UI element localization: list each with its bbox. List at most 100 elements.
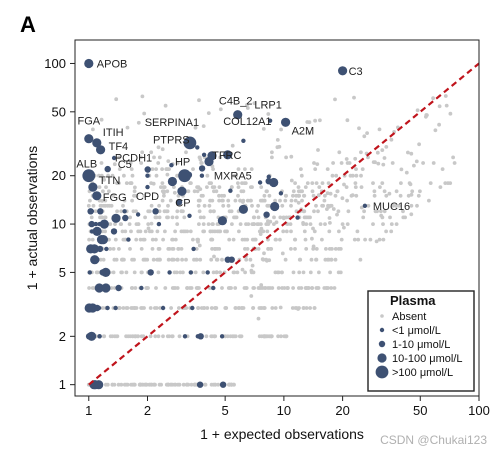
absent-point bbox=[362, 209, 366, 214]
absent-point bbox=[332, 286, 337, 290]
absent-point bbox=[284, 229, 289, 234]
absent-point bbox=[373, 209, 378, 214]
absent-point bbox=[245, 198, 250, 203]
absent-point bbox=[231, 237, 236, 242]
absent-point bbox=[239, 189, 244, 194]
present-point bbox=[182, 334, 188, 339]
absent-point bbox=[260, 306, 264, 310]
absent-point bbox=[387, 191, 392, 196]
legend-marker bbox=[380, 314, 384, 318]
absent-point bbox=[155, 257, 160, 262]
absent-point bbox=[337, 229, 341, 234]
absent-point bbox=[258, 232, 263, 237]
absent-point bbox=[87, 237, 91, 242]
absent-point bbox=[136, 120, 141, 125]
absent-point bbox=[313, 167, 318, 172]
gene-label: PTPRS bbox=[153, 134, 190, 146]
absent-point bbox=[438, 185, 443, 190]
present-point bbox=[238, 204, 248, 214]
absent-point bbox=[108, 222, 113, 227]
absent-point bbox=[220, 198, 225, 203]
absent-point bbox=[431, 161, 436, 165]
gene-label: APOB bbox=[97, 59, 128, 71]
absent-point bbox=[140, 150, 145, 155]
labeled-point bbox=[82, 169, 96, 183]
absent-point bbox=[342, 182, 346, 187]
absent-point bbox=[198, 157, 203, 162]
absent-point bbox=[210, 237, 215, 242]
absent-point bbox=[183, 229, 188, 234]
absent-point bbox=[125, 306, 130, 310]
absent-point bbox=[240, 267, 245, 272]
absent-point bbox=[124, 270, 129, 275]
absent-point bbox=[328, 270, 332, 275]
absent-point bbox=[170, 286, 175, 290]
absent-point bbox=[108, 334, 113, 339]
gene-label: C3 bbox=[349, 66, 363, 78]
absent-point bbox=[176, 247, 181, 251]
absent-point bbox=[220, 286, 224, 290]
absent-point bbox=[172, 270, 177, 275]
plot-frame bbox=[74, 39, 480, 397]
absent-point bbox=[175, 286, 180, 290]
absent-point bbox=[389, 137, 394, 142]
absent-point bbox=[297, 257, 302, 262]
absent-point bbox=[201, 222, 206, 227]
absent-point bbox=[260, 286, 265, 290]
present-point bbox=[295, 215, 300, 220]
legend-marker bbox=[375, 365, 389, 379]
absent-point bbox=[354, 173, 359, 178]
gene-label: TTN bbox=[99, 175, 120, 187]
absent-point bbox=[371, 222, 375, 227]
absent-point bbox=[394, 189, 399, 194]
present-point bbox=[111, 213, 121, 223]
absent-point bbox=[236, 167, 241, 172]
absent-point bbox=[150, 247, 155, 251]
absent-point bbox=[322, 198, 327, 203]
present-point bbox=[198, 165, 206, 172]
absent-point bbox=[215, 222, 220, 227]
absent-point bbox=[143, 229, 148, 234]
absent-point bbox=[329, 286, 334, 290]
absent-point bbox=[433, 128, 438, 133]
absent-point bbox=[361, 215, 366, 220]
present-point bbox=[115, 284, 122, 292]
absent-point bbox=[197, 243, 202, 248]
absent-point bbox=[352, 237, 357, 242]
labeled-point bbox=[92, 138, 102, 148]
present-point bbox=[89, 244, 99, 254]
absent-point bbox=[269, 247, 274, 251]
absent-point bbox=[171, 237, 175, 242]
present-point bbox=[122, 214, 129, 222]
absent-point bbox=[202, 306, 207, 310]
x-tick-label: 10 bbox=[277, 403, 291, 418]
absent-point bbox=[139, 306, 144, 310]
absent-point bbox=[424, 113, 429, 117]
absent-point bbox=[146, 222, 151, 227]
absent-point bbox=[211, 270, 216, 275]
absent-point bbox=[193, 125, 198, 130]
absent-point bbox=[344, 185, 349, 190]
absent-point bbox=[270, 155, 274, 160]
gene-label: COL12A1 bbox=[223, 116, 271, 128]
absent-point bbox=[263, 286, 268, 290]
gene-label: TF4 bbox=[109, 141, 129, 153]
present-point bbox=[88, 220, 95, 228]
absent-point bbox=[209, 382, 214, 387]
absent-point bbox=[139, 334, 144, 339]
absent-point bbox=[185, 286, 190, 290]
absent-point bbox=[312, 161, 316, 165]
absent-point bbox=[234, 215, 239, 220]
absent-point bbox=[408, 182, 413, 187]
absent-point bbox=[218, 155, 223, 160]
absent-point bbox=[118, 222, 123, 227]
absent-point bbox=[274, 220, 279, 225]
absent-point bbox=[167, 334, 172, 339]
present-point bbox=[105, 305, 110, 311]
x-tick-label: 1 bbox=[85, 403, 92, 418]
absent-point bbox=[437, 122, 441, 127]
absent-point bbox=[301, 221, 305, 225]
absent-point bbox=[113, 222, 117, 227]
absent-point bbox=[100, 199, 105, 203]
absent-point bbox=[177, 334, 182, 339]
